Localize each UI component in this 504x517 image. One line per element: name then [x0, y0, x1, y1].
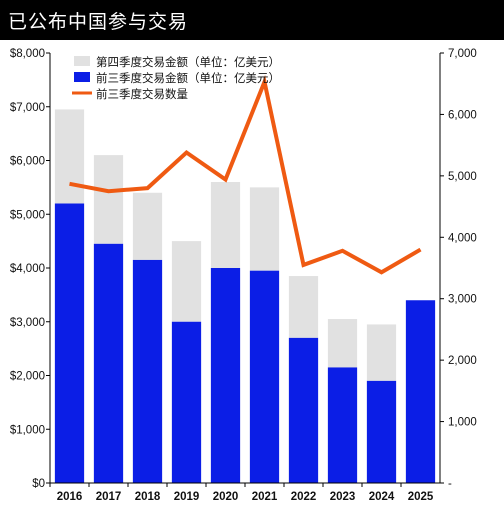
left-tick-label: $3,000: [10, 317, 45, 329]
legend-label: 第四季度交易金额（单位：亿美元）: [96, 55, 280, 69]
bar-q1q3-2022: [288, 337, 319, 483]
bar-q4-2023: [327, 319, 358, 368]
legend-swatch-q4: [74, 56, 90, 66]
x-tick-label: 2021: [252, 491, 278, 503]
x-tick-label: 2023: [330, 491, 356, 503]
bar-q4-2022: [288, 276, 319, 338]
bar-q4-2019: [171, 241, 202, 322]
bar-q4-2020: [210, 182, 241, 268]
bar-q1q3-2017: [93, 243, 124, 483]
left-tick-label: $4,000: [10, 263, 45, 275]
left-tick-label: $7,000: [10, 102, 45, 114]
left-tick-label: $6,000: [10, 156, 45, 168]
bar-q1q3-2025: [405, 300, 436, 483]
bar-q4-2016: [54, 109, 85, 204]
legend-label: 前三季度交易数量: [96, 87, 188, 101]
right-tick-label: 4,000: [448, 232, 477, 244]
right-tick-label: 2,000: [448, 355, 477, 367]
right-tick-label: -: [448, 478, 452, 490]
right-tick-label: 3,000: [448, 294, 477, 306]
bar-q1q3-2024: [366, 380, 397, 483]
x-tick-label: 2019: [174, 491, 200, 503]
left-tick-label: $1,000: [10, 424, 45, 436]
legend-label: 前三季度交易金额（单位：亿美元）: [96, 71, 280, 85]
bar-q4-2021: [249, 187, 280, 271]
x-tick-label: 2017: [96, 491, 122, 503]
bar-q1q3-2018: [132, 259, 163, 483]
bar-q1q3-2019: [171, 321, 202, 483]
x-tick-label: 2025: [408, 491, 434, 503]
chart: $0 $1,000 $2,000 $3,000 $4,000 $5,000 $6,000 $7…: [10, 48, 477, 503]
chart-title: 已公布中国参与交易: [8, 11, 189, 33]
left-tick-label: $0: [32, 478, 45, 490]
right-tick-label: 5,000: [448, 171, 477, 183]
right-tick-label: 7,000: [448, 48, 477, 60]
legend-swatch-q1q3: [74, 72, 90, 82]
right-tick-label: 1,000: [448, 417, 477, 429]
bar-q1q3-2020: [210, 268, 241, 483]
bar-q4-2024: [366, 324, 397, 381]
x-tick-label: 2024: [369, 491, 395, 503]
x-tick-label: 2016: [57, 491, 83, 503]
title-bar: 已公布中国参与交易: [0, 0, 504, 40]
left-tick-label: $2,000: [10, 371, 45, 383]
x-tick-label: 2018: [135, 491, 161, 503]
bar-q1q3-2016: [54, 203, 85, 483]
bar-q4-2017: [93, 155, 124, 244]
deal-count-line: [69, 75, 422, 275]
bar-q1q3-2023: [327, 367, 358, 483]
left-tick-label: $8,000: [10, 48, 45, 60]
left-tick-label: $5,000: [10, 209, 45, 221]
x-tick-label: 2020: [213, 491, 239, 503]
right-tick-label: 6,000: [448, 109, 477, 121]
bar-q4-2018: [132, 192, 163, 260]
x-tick-label: 2022: [291, 491, 317, 503]
bar-q1q3-2021: [249, 270, 280, 483]
